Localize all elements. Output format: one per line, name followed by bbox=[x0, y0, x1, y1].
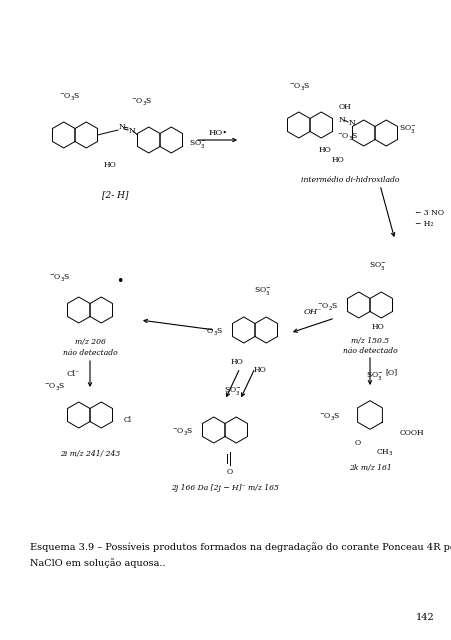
Text: N: N bbox=[129, 127, 135, 135]
Text: N: N bbox=[118, 123, 125, 131]
Text: $^{-}$O$_3$S: $^{-}$O$_3$S bbox=[44, 381, 65, 392]
Text: $^{-}$O$_2$S: $^{-}$O$_2$S bbox=[317, 301, 338, 312]
Text: SO$_3^{-}$: SO$_3^{-}$ bbox=[224, 386, 241, 398]
Text: NaClO em solução aquosa..: NaClO em solução aquosa.. bbox=[30, 558, 165, 568]
Text: 142: 142 bbox=[415, 614, 433, 623]
Text: OH: OH bbox=[338, 103, 350, 111]
Text: $^{-}$O$_3$S: $^{-}$O$_3$S bbox=[59, 92, 81, 102]
Text: [O]: [O] bbox=[384, 368, 396, 376]
Text: Cl: Cl bbox=[124, 416, 132, 424]
Text: COOH: COOH bbox=[399, 429, 423, 437]
Text: HO: HO bbox=[318, 146, 331, 154]
Text: m∕z 206: m∕z 206 bbox=[74, 338, 105, 346]
Text: SO$_3^{-}$: SO$_3^{-}$ bbox=[368, 261, 386, 273]
Text: $^{-}$O$_3$S: $^{-}$O$_3$S bbox=[131, 97, 152, 108]
Text: [2- H]: [2- H] bbox=[101, 191, 128, 200]
Text: $^{-}$O$_3$S: $^{-}$O$_3$S bbox=[289, 81, 310, 93]
Text: intermédio di-hidroxilado: intermédio di-hidroxilado bbox=[300, 176, 398, 184]
Text: 2i m∕z 241∕ 243: 2i m∕z 241∕ 243 bbox=[60, 449, 120, 457]
Text: OH⁻: OH⁻ bbox=[303, 308, 322, 316]
Text: O: O bbox=[226, 468, 233, 476]
Text: $^{-}$O$_3$S: $^{-}$O$_3$S bbox=[336, 131, 358, 143]
Text: $^{-}$O$_3$S: $^{-}$O$_3$S bbox=[202, 326, 223, 337]
Text: HO: HO bbox=[230, 358, 243, 366]
Text: − 3 NO: − 3 NO bbox=[414, 209, 443, 217]
Text: 2k m∕z 161: 2k m∕z 161 bbox=[348, 463, 391, 471]
Text: HO: HO bbox=[371, 323, 383, 331]
Text: N: N bbox=[348, 119, 354, 127]
Text: N: N bbox=[338, 116, 345, 124]
Text: HO: HO bbox=[253, 366, 266, 374]
Text: $^{-}$O$_3$S: $^{-}$O$_3$S bbox=[172, 426, 193, 438]
Text: •: • bbox=[116, 275, 124, 289]
Text: Cl⁻: Cl⁻ bbox=[66, 370, 79, 378]
Text: 2j 166 Da [2j − H]⁻ m∕z 165: 2j 166 Da [2j − H]⁻ m∕z 165 bbox=[170, 484, 278, 492]
Text: O: O bbox=[354, 439, 360, 447]
Text: não detectado: não detectado bbox=[342, 347, 396, 355]
Text: não detectado: não detectado bbox=[63, 349, 117, 357]
Text: $^{-}$O$_3$S: $^{-}$O$_3$S bbox=[49, 273, 70, 284]
Text: HO: HO bbox=[103, 161, 116, 169]
Text: SO$_3^{-}$: SO$_3^{-}$ bbox=[253, 286, 271, 298]
Text: − H₂: − H₂ bbox=[414, 220, 433, 228]
Text: SO$_3^{-}$: SO$_3^{-}$ bbox=[398, 124, 416, 136]
Text: SO$_3^{-}$: SO$_3^{-}$ bbox=[189, 139, 206, 151]
Text: HO: HO bbox=[331, 156, 344, 164]
Text: HO•: HO• bbox=[208, 129, 227, 137]
Text: Esquema 3.9 – Possíveis produtos formados na degradação do corante Ponceau 4R po: Esquema 3.9 – Possíveis produtos formado… bbox=[30, 542, 451, 552]
Text: SO$_3^{-}$: SO$_3^{-}$ bbox=[365, 371, 383, 383]
Text: $^{-}$O$_3$S: $^{-}$O$_3$S bbox=[318, 412, 340, 422]
Text: m∕z 150.5: m∕z 150.5 bbox=[350, 336, 388, 344]
Text: CH$_3$: CH$_3$ bbox=[375, 448, 393, 458]
